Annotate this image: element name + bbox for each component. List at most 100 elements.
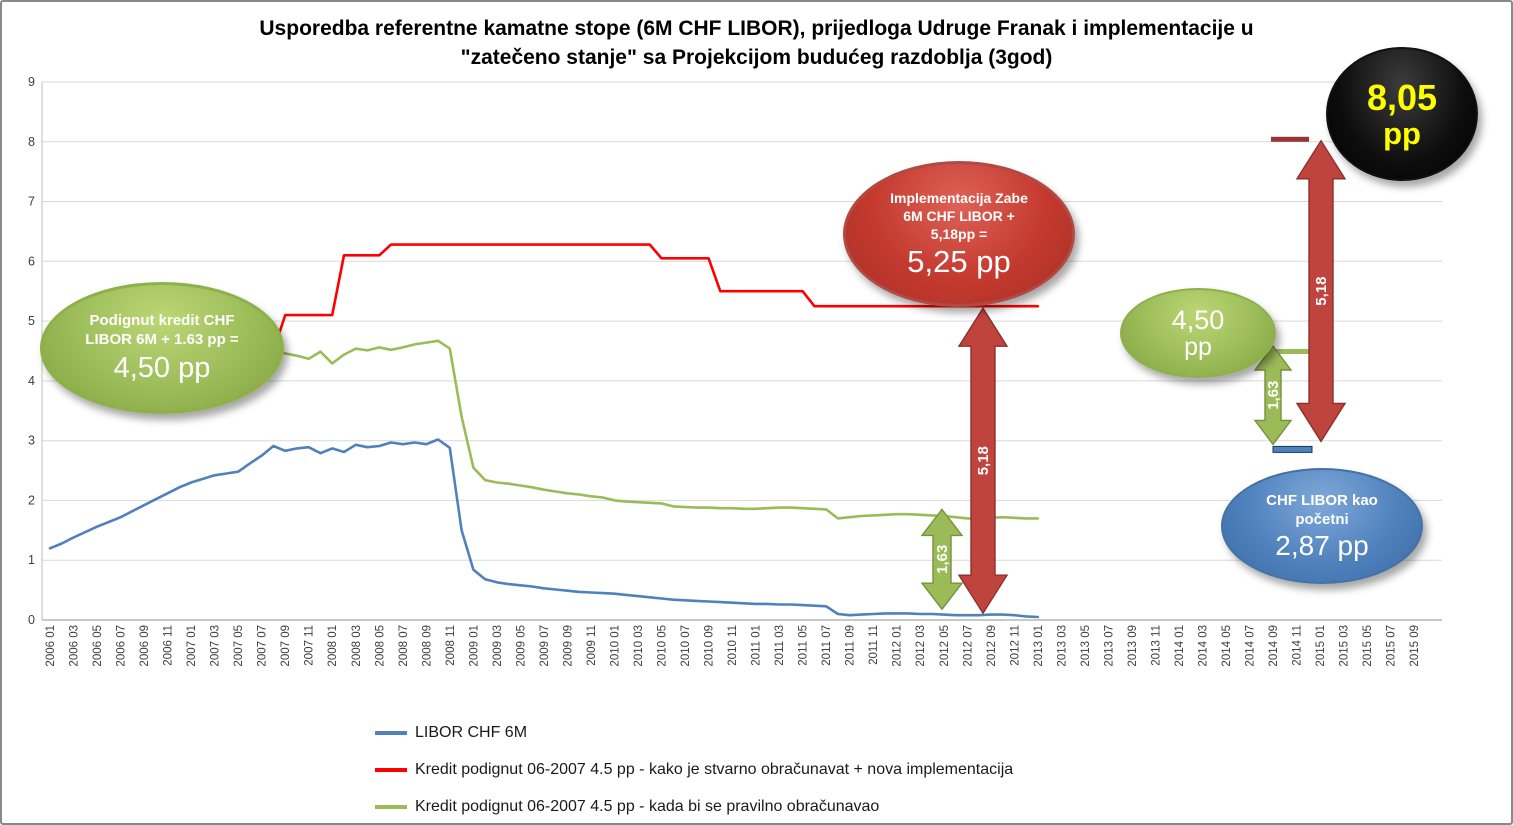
legend-item-kredit-pravilno: Kredit podignut 06-2007 4.5 pp - kada bi… [375, 788, 1013, 823]
legend-item-libor: LIBOR CHF 6M [375, 714, 1013, 751]
arrow-label: 1,63 [934, 545, 951, 574]
callout-implementacija-zabe: Implementacija Zabe 6M CHF LIBOR + 5,18p… [843, 161, 1075, 307]
x-tick-label: 2009 09 [562, 625, 574, 667]
x-tick-label: 2012 07 [962, 625, 974, 667]
x-tick-label: 2007 01 [186, 625, 198, 667]
y-tick-label: 2 [28, 493, 35, 507]
x-tick-label: 2010 03 [633, 625, 645, 667]
arrow-label: 1,63 [1265, 381, 1282, 410]
series-line [48, 438, 1040, 619]
x-tick-label: 2006 05 [92, 625, 104, 667]
series-line [272, 339, 1040, 520]
x-tick-label: 2008 11 [445, 625, 457, 666]
x-tick-label: 2014 03 [1198, 625, 1210, 667]
x-tick-label: 2009 05 [515, 625, 527, 667]
legend-swatch-green [375, 804, 407, 809]
double-arrow-right-red [1295, 139, 1347, 443]
x-tick-label: 2015 05 [1362, 625, 1374, 667]
y-tick-label: 9 [28, 75, 35, 89]
callout-value: 4,50 pp [113, 352, 211, 384]
x-tick-label: 2007 05 [233, 625, 245, 667]
callout-value: 8,05 [1366, 77, 1438, 118]
x-tick-label: 2012 11 [1009, 625, 1021, 666]
chart-title: Usporedba referentne kamatne stope (6M C… [2, 14, 1511, 72]
callout-text: Podignut kredit CHF [89, 312, 235, 329]
y-tick-label: 3 [28, 434, 35, 448]
legend-item-kredit-stvarno: Kredit podignut 06-2007 4.5 pp - kako je… [375, 751, 1013, 788]
double-arrow-right-green [1253, 344, 1293, 446]
x-tick-label: 2007 11 [304, 625, 316, 666]
x-tick-label: 2011 11 [868, 625, 880, 665]
x-tick-label: 2010 11 [727, 625, 739, 666]
y-tick-label: 6 [28, 254, 35, 268]
callout-text: 6M CHF LIBOR + [903, 208, 1015, 224]
x-tick-label: 2015 03 [1339, 625, 1351, 667]
callout-value: 2,87 pp [1275, 530, 1369, 561]
legend-label: Kredit podignut 06-2007 4.5 pp - kada bi… [415, 797, 880, 815]
callout-text: CHF LIBOR kao [1266, 492, 1378, 509]
x-tick-label: 2012 01 [892, 625, 904, 667]
y-tick-label: 1 [28, 553, 35, 567]
legend-label: LIBOR CHF 6M [415, 723, 528, 741]
legend-swatch-blue [375, 730, 407, 735]
x-tick-label: 2015 09 [1409, 625, 1421, 667]
x-tick-label: 2010 07 [680, 625, 692, 667]
x-tick-label: 2006 03 [69, 625, 81, 667]
x-axis-labels: 2006 01 2006 03 2006 05 2006 07 2006 09 2006 … [45, 625, 1421, 667]
level-marker-dash [1254, 349, 1311, 354]
x-tick-label: 2006 07 [116, 625, 128, 667]
legend-label: Kredit podignut 06-2007 4.5 pp - kako je… [415, 760, 1014, 778]
callout-value: 5,25 pp [907, 244, 1011, 279]
x-tick-label: 2011 09 [845, 625, 857, 666]
level-marker-dash [1271, 136, 1309, 142]
x-tick-label: 2011 05 [798, 625, 810, 666]
x-tick-label: 2007 03 [210, 625, 222, 667]
x-tick-label: 2011 07 [821, 625, 833, 666]
x-tick-label: 2008 09 [421, 625, 433, 667]
series-line [272, 243, 1040, 353]
x-tick-label: 2007 09 [280, 625, 292, 667]
callout-value: 4,50 [1171, 305, 1225, 335]
y-tick-label: 0 [28, 613, 35, 627]
arrow-label: 5,18 [1313, 276, 1330, 305]
y-tick-label: 4 [28, 374, 35, 388]
x-tick-label: 2012 05 [939, 625, 951, 667]
double-arrow-mid-green [920, 508, 964, 611]
x-tick-label: 2012 09 [986, 625, 998, 667]
callout-text: 5,18pp = [930, 226, 988, 242]
chart-title-line1: Usporedba referentne kamatne stope (6M C… [259, 17, 1254, 40]
x-tick-label: 2011 03 [774, 625, 786, 666]
x-tick-label: 2009 03 [492, 625, 504, 667]
x-tick-label: 2014 01 [1174, 625, 1186, 667]
x-tick-label: 2010 09 [704, 625, 716, 667]
double-arrow-mid-red [957, 306, 1009, 615]
callout-text: LIBOR 6M + 1.63 pp = [85, 331, 239, 348]
y-tick-label: 8 [28, 135, 35, 149]
callout-text: početni [1295, 511, 1349, 528]
gridlines [42, 81, 1442, 621]
x-tick-label: 2009 07 [539, 625, 551, 667]
level-markers [1254, 136, 1313, 453]
x-tick-label: 2008 07 [398, 625, 410, 667]
callout-text: Implementacija Zabe [890, 190, 1028, 206]
x-tick-label: 2011 01 [751, 625, 763, 666]
legend: LIBOR CHF 6M Kredit podignut 06-2007 4.5… [375, 714, 1013, 823]
x-tick-label: 2013 03 [1056, 625, 1068, 667]
x-tick-label: 2013 11 [1150, 625, 1162, 666]
callout-unit: pp [1184, 333, 1212, 361]
x-tick-label: 2009 11 [586, 625, 598, 666]
x-tick-label: 2012 03 [915, 625, 927, 667]
x-tick-label: 2006 01 [45, 625, 57, 667]
arrow-annotations: 1,63 5,18 1,63 5,18 [920, 139, 1347, 615]
callout-unit: pp [1383, 116, 1421, 151]
x-tick-label: 2009 01 [468, 625, 480, 667]
x-tick-label: 2008 03 [351, 625, 363, 667]
x-tick-label: 2008 05 [374, 625, 386, 667]
arrow-label: 5,18 [975, 446, 992, 475]
callout-projection-8-05: 8,05 pp [1326, 47, 1478, 181]
x-tick-label: 2008 01 [327, 625, 339, 667]
legend-swatch-red [375, 767, 407, 772]
x-tick-label: 2010 05 [657, 625, 669, 667]
